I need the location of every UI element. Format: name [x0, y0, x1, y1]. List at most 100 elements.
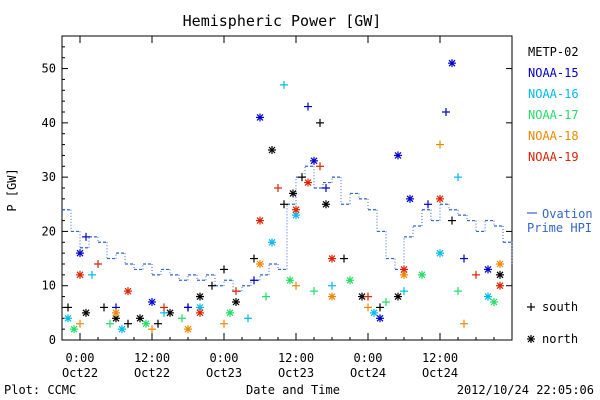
- data-point: [370, 308, 378, 317]
- data-point: [292, 281, 300, 290]
- legend-ovation-label: Ovation: [542, 207, 593, 221]
- marker-stroke: [292, 211, 300, 219]
- data-point: [472, 270, 480, 279]
- marker-stroke: [196, 309, 204, 317]
- y-axis-label: P [GW]: [5, 168, 19, 211]
- marker-stroke: [484, 266, 492, 273]
- data-point: [136, 314, 144, 323]
- x-axis-label: Date and Time: [246, 383, 340, 397]
- data-point: [232, 298, 240, 306]
- marker-stroke: [82, 309, 90, 317]
- data-point: [376, 303, 384, 312]
- marker-stroke: [328, 255, 336, 262]
- data-point: [400, 287, 408, 296]
- data-point: [250, 276, 258, 285]
- data-point: [106, 319, 114, 328]
- data-point: [460, 254, 468, 263]
- legend-north-label: north: [542, 332, 578, 346]
- x-tick-label-date: Oct23: [206, 366, 242, 380]
- data-point: [496, 260, 504, 268]
- data-point: [400, 265, 408, 274]
- data-point: [166, 308, 174, 317]
- marker-stroke: [496, 282, 504, 290]
- x-tick-label-time: 0:00: [354, 351, 383, 365]
- data-point: [256, 260, 264, 268]
- chart-legend: METP-02 NOAA-15 NOAA-16 NOAA-17 NOAA-18 NOAA-…: [527, 45, 593, 346]
- y-tick-label: 30: [42, 170, 56, 184]
- data-point: [184, 325, 192, 334]
- x-axis: 0:00Oct2212:00Oct220:00Oct2312:00Oct230:…: [61, 36, 513, 380]
- legend-south-label: south: [542, 300, 578, 314]
- marker-stroke: [256, 114, 264, 121]
- data-point: [76, 249, 84, 258]
- data-point: [256, 113, 264, 122]
- marker-stroke: [527, 335, 535, 343]
- data-point: [436, 194, 444, 203]
- data-point: [100, 303, 108, 312]
- data-point: [316, 118, 324, 127]
- marker-stroke: [136, 314, 144, 322]
- data-point: [196, 308, 204, 317]
- data-point: [124, 287, 132, 296]
- data-point: [94, 260, 102, 268]
- data-point: [88, 270, 96, 279]
- data-point: [184, 303, 192, 312]
- marker-stroke: [166, 309, 174, 317]
- marker-stroke: [328, 293, 336, 300]
- data-point: [280, 80, 288, 89]
- marker-stroke: [406, 195, 414, 203]
- data-point: [118, 325, 126, 334]
- data-point: [244, 314, 252, 323]
- footer-credit: Plot: CCMC: [4, 383, 76, 397]
- data-point: [490, 298, 498, 306]
- data-point: [304, 178, 312, 187]
- data-point: [196, 292, 204, 301]
- data-point: [220, 319, 228, 328]
- marker-stroke: [226, 309, 234, 317]
- ovation-hpi-series: [62, 165, 513, 292]
- data-point: [82, 308, 90, 317]
- marker-stroke: [256, 217, 264, 224]
- legend-entry: NOAA-17: [528, 108, 579, 122]
- data-point: [406, 194, 414, 203]
- marker-stroke: [400, 271, 408, 279]
- data-point: [76, 270, 84, 279]
- data-point: [250, 254, 258, 263]
- legend-north-symbol: [527, 335, 535, 343]
- data-point: [460, 319, 468, 328]
- data-point: [160, 303, 168, 312]
- satellite-points: [64, 59, 504, 334]
- marker-stroke: [196, 293, 204, 300]
- data-point: [298, 173, 306, 182]
- marker-stroke: [118, 325, 126, 333]
- marker-stroke: [76, 249, 84, 257]
- marker-stroke: [496, 271, 504, 279]
- marker-stroke: [322, 200, 330, 208]
- marker-stroke: [232, 298, 240, 306]
- data-point: [280, 200, 288, 209]
- marker-stroke: [436, 195, 444, 203]
- data-point: [292, 205, 300, 214]
- footer-timestamp: 2012/10/24 22:05:06: [457, 383, 594, 397]
- data-point: [322, 200, 330, 209]
- x-tick-label-date: Oct22: [62, 366, 98, 380]
- legend-entry: NOAA-19: [528, 150, 579, 164]
- y-tick-label: 50: [42, 62, 56, 76]
- data-point: [76, 319, 84, 328]
- data-point: [394, 151, 402, 160]
- marker-stroke: [112, 309, 120, 317]
- data-point: [154, 319, 162, 328]
- data-point: [328, 281, 336, 290]
- marker-stroke: [286, 276, 294, 284]
- marker-stroke: [256, 260, 264, 268]
- data-point: [70, 325, 78, 334]
- data-point: [232, 287, 240, 296]
- marker-stroke: [196, 304, 204, 311]
- data-point: [454, 287, 462, 296]
- marker-stroke: [148, 298, 156, 306]
- x-tick-label-date: Oct22: [134, 366, 170, 380]
- data-point: [382, 298, 390, 306]
- marker-stroke: [376, 314, 384, 322]
- y-tick-label: 0: [49, 333, 56, 347]
- marker-stroke: [64, 314, 72, 322]
